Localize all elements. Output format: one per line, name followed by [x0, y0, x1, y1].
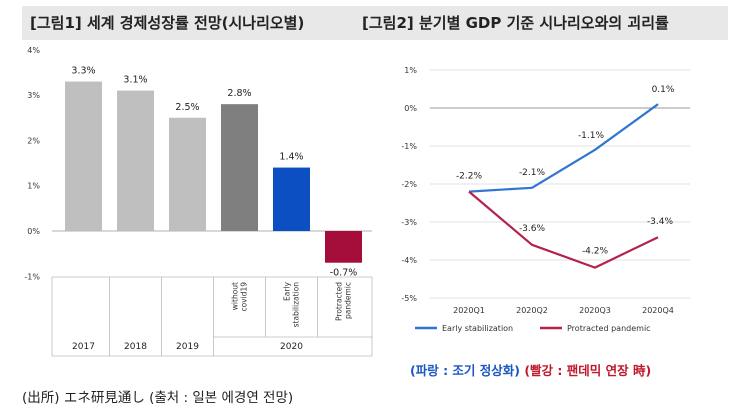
legend-label: Early stabilization	[442, 324, 513, 333]
title-bar	[22, 6, 728, 40]
bar	[273, 167, 310, 231]
data-label: 0.1%	[652, 85, 675, 95]
bar-value-label: 2.5%	[175, 102, 199, 113]
x-tick-label: 2020Q2	[516, 306, 548, 315]
color-note-blue: (파랑 : 조기 정상화)	[410, 363, 520, 378]
bar-value-label: 3.3%	[71, 66, 95, 77]
scenario-label: withoutcovid19	[231, 282, 249, 312]
bar	[65, 81, 102, 231]
legend-label: Protracted pandemic	[567, 324, 651, 333]
group-label: 2018	[124, 342, 147, 352]
y-tick-label: -4%	[401, 256, 417, 265]
y-tick-label: 1%	[404, 66, 417, 75]
y-tick-label: 0%	[404, 104, 417, 113]
bar-value-label: -0.7%	[330, 268, 358, 279]
y-tick-label: 1%	[27, 182, 40, 191]
y-tick-label: 3%	[27, 91, 40, 100]
scenario-label: Protractedpandemic	[335, 282, 353, 321]
figure2-title: [그림2] 분기별 GDP 기준 시나리오와의 괴리률	[362, 14, 669, 32]
x-tick-label: 2020Q1	[453, 306, 485, 315]
x-tick-label: 2020Q3	[579, 306, 611, 315]
data-label: -3.4%	[647, 217, 674, 227]
group-label: 2019	[176, 342, 199, 352]
y-tick-label: -3%	[401, 218, 417, 227]
color-note-red: (빨강 : 팬데믹 연장 時)	[524, 363, 652, 378]
source-note: (出所) エネ研見通し (출처 : 일본 에경연 전망)	[22, 390, 294, 406]
data-label: -1.1%	[578, 131, 605, 141]
y-tick-label: -2%	[401, 180, 417, 189]
bar-value-label: 3.1%	[123, 75, 147, 86]
y-tick-label: 2%	[27, 136, 40, 145]
y-tick-label: -1%	[24, 272, 40, 281]
y-tick-label: 4%	[27, 46, 40, 55]
figure1-title: [그림1] 세계 경제성장률 전망(시나리오별)	[30, 14, 305, 32]
bar-value-label: 1.4%	[279, 152, 303, 163]
group-label: 2020	[280, 342, 303, 352]
data-label: -4.2%	[582, 247, 609, 257]
y-tick-label: -1%	[401, 142, 417, 151]
series-line-early-stabilization	[468, 103, 659, 193]
bar-value-label: 2.8%	[227, 88, 251, 99]
scenario-label: Earlystabilization	[283, 281, 301, 327]
bar	[169, 117, 206, 231]
y-tick-label: -5%	[401, 294, 417, 303]
data-label: -2.1%	[519, 168, 546, 178]
bar	[221, 104, 258, 231]
data-label: -2.2%	[456, 172, 483, 182]
bar	[117, 90, 154, 231]
x-tick-label: 2020Q4	[642, 306, 674, 315]
bar	[325, 231, 362, 263]
color-note: (파랑 : 조기 정상화) (빨강 : 팬데믹 연장 時)	[410, 360, 651, 379]
group-label: 2017	[72, 342, 95, 352]
series-line-protracted-pandemic	[468, 190, 659, 269]
data-label: -3.6%	[519, 224, 546, 234]
y-tick-label: 0%	[27, 227, 40, 236]
